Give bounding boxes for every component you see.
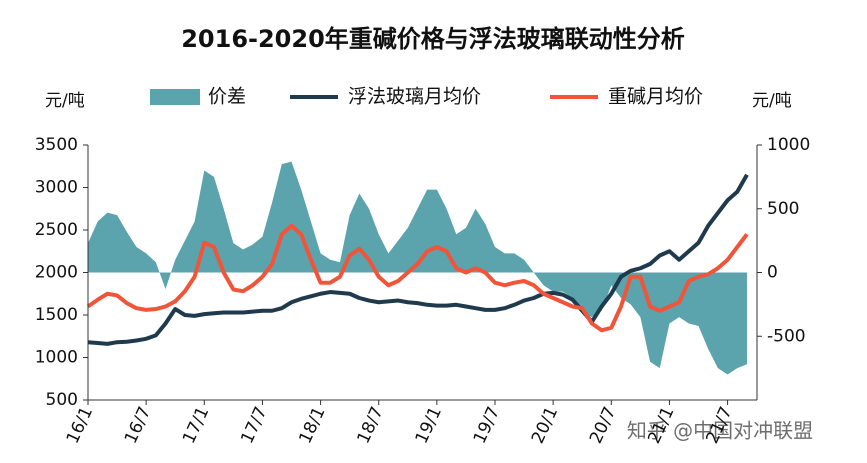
x-tick-label: 17/1 xyxy=(179,404,213,447)
x-tick-label: 20/7 xyxy=(586,404,620,447)
y-tick-label: 2500 xyxy=(35,220,78,240)
legend-label: 重碱月均价 xyxy=(608,86,703,108)
legend-label: 价差 xyxy=(208,86,246,108)
x-tick-label: 18/7 xyxy=(354,404,388,447)
area xyxy=(88,161,747,375)
legend-swatch xyxy=(150,89,200,105)
x-tick-label: 19/1 xyxy=(412,404,446,447)
legend-label: 浮法玻璃月均价 xyxy=(348,86,481,108)
y-tick-label: 1000 xyxy=(35,348,78,368)
y-tick-label: 3500 xyxy=(35,135,78,155)
x-tick-label: 18/1 xyxy=(295,404,329,447)
y-tick-label: 2000 xyxy=(35,263,78,283)
y-tick-label: 1500 xyxy=(35,305,78,325)
y2-axis-label: 元/吨 xyxy=(752,91,792,111)
watermark: 知乎 @中国对冲联盟 xyxy=(627,419,813,443)
y2-tick-label: -500 xyxy=(767,326,806,346)
x-tick-label: 20/1 xyxy=(528,404,562,447)
y-tick-label: 3000 xyxy=(35,178,78,198)
y-axis-label: 元/吨 xyxy=(45,91,85,111)
chart-title: 2016-2020年重碱价格与浮法玻璃联动性分析 xyxy=(181,25,685,53)
y2-tick-label: 1000 xyxy=(767,135,810,155)
y-tick-label: 500 xyxy=(46,390,78,410)
x-tick-label: 16/1 xyxy=(63,404,97,447)
line xyxy=(86,223,749,333)
x-tick-label: 19/7 xyxy=(470,404,504,447)
y2-tick-label: 0 xyxy=(767,263,778,283)
line xyxy=(87,173,749,346)
x-tick-label: 16/7 xyxy=(121,404,155,447)
x-tick-label: 17/7 xyxy=(237,404,271,447)
y2-tick-label: 500 xyxy=(767,199,799,219)
